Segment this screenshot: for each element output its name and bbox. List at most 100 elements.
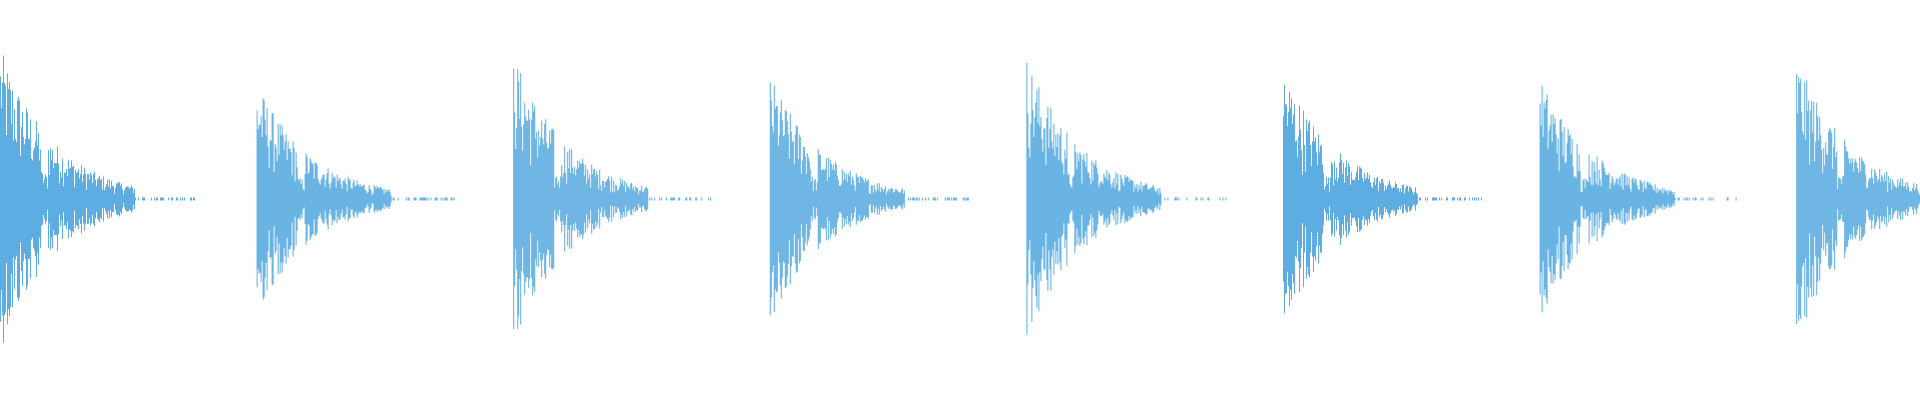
waveform-bar bbox=[896, 190, 898, 208]
waveform-bar bbox=[552, 128, 554, 270]
waveform-bar bbox=[1832, 168, 1834, 230]
waveform-bar bbox=[1658, 189, 1660, 209]
waveform-bar bbox=[122, 189, 123, 209]
waveform-bar bbox=[94, 171, 95, 227]
waveform-bar bbox=[1078, 161, 1080, 237]
waveform-bar bbox=[1098, 187, 1100, 211]
waveform-bar bbox=[363, 185, 365, 214]
waveform-bar bbox=[1343, 162, 1344, 236]
waveform-bar bbox=[845, 173, 847, 225]
waveform-bar bbox=[1581, 191, 1583, 207]
waveform-bar bbox=[1369, 174, 1370, 224]
waveform-bar bbox=[259, 125, 261, 273]
waveform-bar bbox=[535, 138, 537, 260]
waveform-bar bbox=[1106, 170, 1108, 228]
waveform-bar bbox=[143, 197, 144, 201]
waveform-bar bbox=[1056, 146, 1058, 252]
waveform-bar bbox=[132, 187, 133, 211]
waveform-bar bbox=[610, 192, 612, 206]
waveform-bar bbox=[1320, 145, 1321, 253]
waveform-bar bbox=[1049, 128, 1051, 270]
waveform-bar bbox=[79, 178, 80, 220]
waveform-bar bbox=[370, 190, 372, 208]
waveform-bar bbox=[546, 142, 548, 256]
waveform-bar bbox=[902, 193, 904, 205]
waveform-bar bbox=[434, 197, 436, 201]
waveform-bar bbox=[887, 188, 889, 210]
waveform-bar bbox=[1670, 190, 1672, 208]
waveform-bar bbox=[66, 168, 67, 229]
waveform-bar bbox=[1300, 129, 1301, 269]
waveform-bar bbox=[894, 189, 896, 209]
waveform-bar bbox=[1124, 175, 1126, 223]
waveform-bar bbox=[1912, 188, 1914, 211]
waveform-bar bbox=[268, 167, 270, 230]
waveform-bar bbox=[1082, 159, 1084, 239]
waveform-bar bbox=[1668, 189, 1670, 209]
waveform-bar bbox=[387, 191, 389, 207]
waveform-bar bbox=[1575, 178, 1577, 220]
waveform-bar bbox=[285, 134, 287, 264]
waveform-bar bbox=[1041, 138, 1043, 260]
waveform-bar bbox=[1865, 174, 1867, 224]
waveform-bar bbox=[1667, 194, 1669, 204]
waveform-bar bbox=[1665, 189, 1667, 209]
waveform-bar bbox=[1357, 165, 1358, 233]
waveform-bar bbox=[345, 183, 347, 215]
waveform-bar bbox=[120, 185, 121, 213]
waveform-bar bbox=[864, 178, 866, 220]
waveform-bar bbox=[696, 197, 698, 201]
waveform-bar bbox=[287, 140, 289, 258]
waveform-bar bbox=[1074, 144, 1076, 254]
waveform-bar bbox=[790, 131, 792, 267]
waveform-bar bbox=[1457, 197, 1458, 201]
waveform-bar bbox=[1556, 153, 1558, 245]
waveform-bar bbox=[1818, 140, 1820, 258]
waveform-bar bbox=[109, 179, 110, 219]
waveform-bar bbox=[1631, 179, 1633, 220]
waveform-bar bbox=[117, 182, 118, 216]
waveform-bar bbox=[194, 197, 195, 201]
waveform-bar bbox=[1674, 197, 1676, 201]
waveform-bar bbox=[585, 165, 587, 233]
waveform-bar bbox=[846, 182, 848, 216]
waveform-bar bbox=[1378, 191, 1379, 207]
waveform-bar bbox=[536, 132, 538, 266]
waveform-bar bbox=[74, 187, 75, 211]
waveform-bar bbox=[1068, 173, 1070, 225]
waveform-bar bbox=[793, 164, 795, 234]
waveform-bar bbox=[312, 163, 314, 235]
waveform-bar bbox=[40, 149, 41, 249]
waveform-bar bbox=[514, 111, 516, 287]
waveform-bar bbox=[1565, 162, 1567, 236]
waveform-bar bbox=[601, 191, 603, 207]
waveform-bar bbox=[86, 189, 87, 209]
waveform-bar bbox=[544, 124, 546, 274]
waveform-bar bbox=[1298, 136, 1299, 262]
waveform-bar bbox=[298, 180, 300, 218]
waveform-bar bbox=[272, 113, 274, 285]
waveform-bar bbox=[1439, 197, 1440, 201]
waveform-bar bbox=[1341, 159, 1342, 239]
waveform-bar bbox=[952, 197, 954, 201]
waveform-bar bbox=[1671, 191, 1673, 207]
waveform-bar bbox=[861, 177, 863, 221]
waveform-bar bbox=[899, 192, 901, 206]
waveform-bar bbox=[1050, 107, 1052, 291]
waveform-bar bbox=[575, 175, 577, 223]
waveform-bar bbox=[808, 161, 810, 237]
waveform-bar bbox=[97, 179, 98, 219]
waveform-bar bbox=[1128, 181, 1130, 217]
waveform-bar bbox=[1333, 185, 1334, 213]
waveform-bar bbox=[520, 73, 522, 325]
waveform-bar bbox=[1600, 186, 1602, 212]
waveform-bar bbox=[1138, 184, 1140, 214]
waveform-bar bbox=[1453, 197, 1454, 201]
waveform-bar bbox=[80, 174, 81, 224]
waveform-bar bbox=[1876, 175, 1878, 223]
waveform-bar bbox=[1539, 103, 1541, 295]
waveform-bar bbox=[1118, 191, 1120, 207]
waveform-bar bbox=[1353, 179, 1354, 219]
waveform-bar bbox=[19, 100, 20, 298]
